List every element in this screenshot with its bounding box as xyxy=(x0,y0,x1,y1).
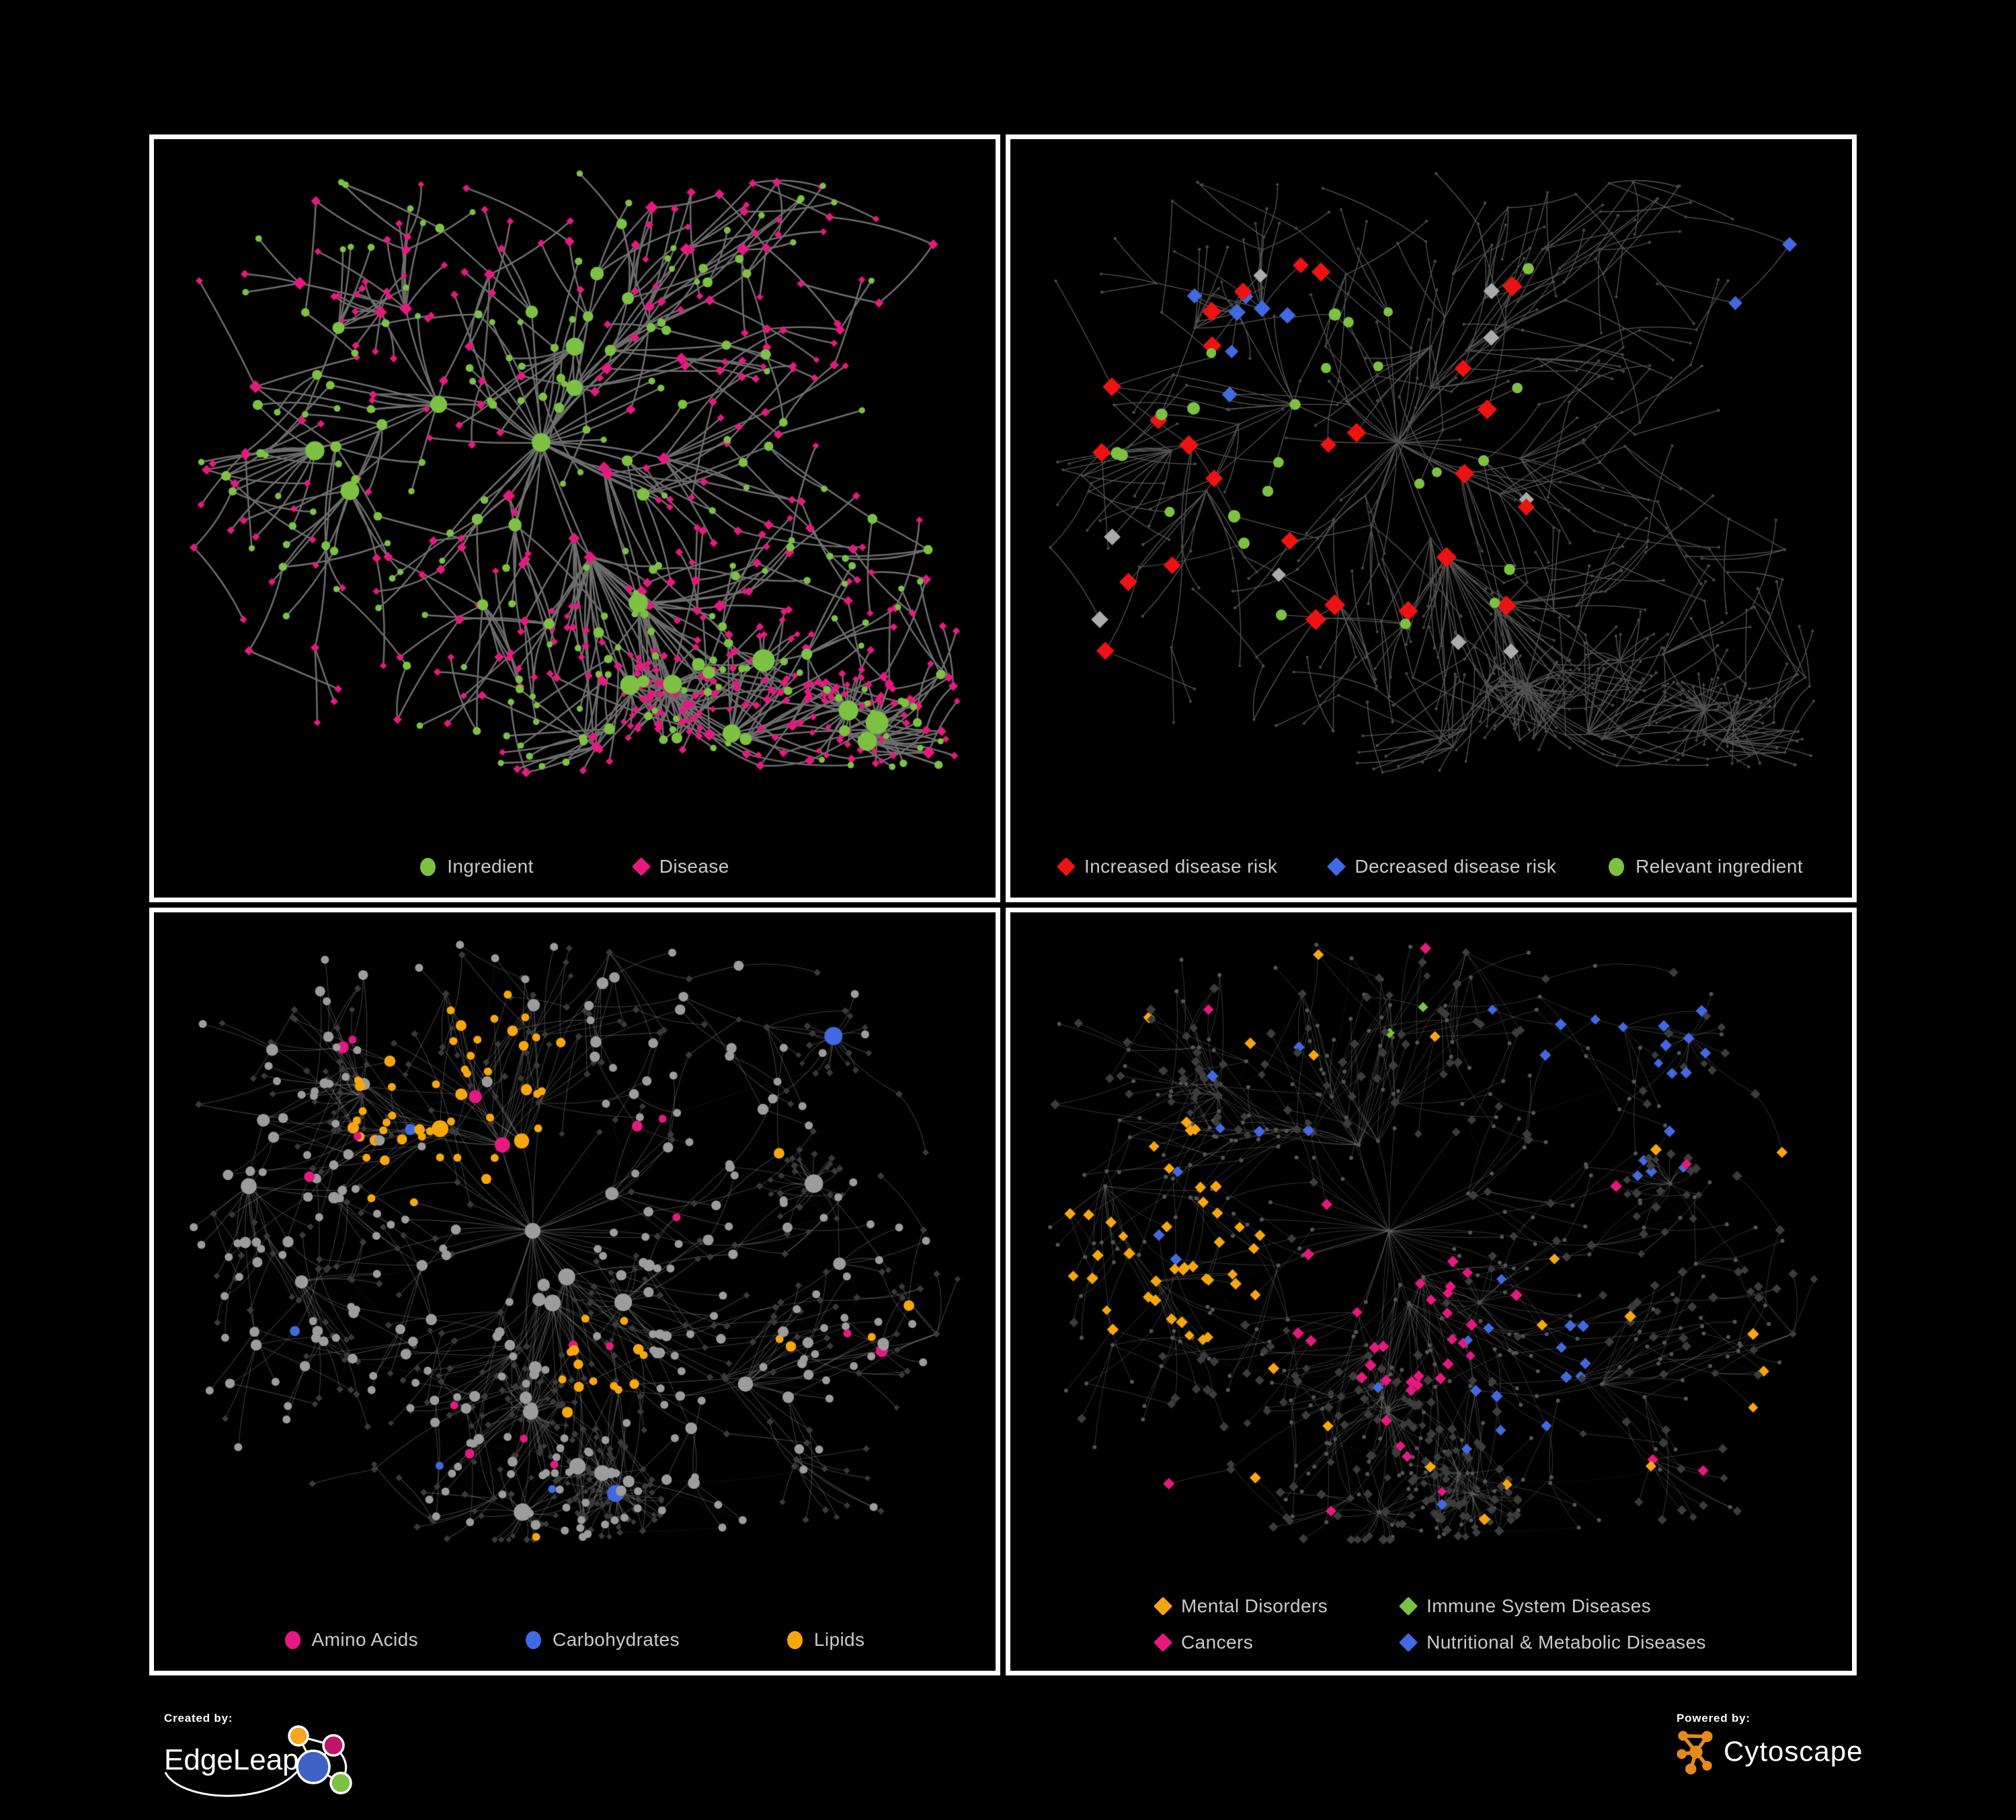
legend-item-cancers: Cancers xyxy=(1153,1632,1254,1653)
cytoscape-logo-icon xyxy=(1677,1731,1713,1775)
legend-item-amino-acids: Amino Acids xyxy=(284,1629,419,1651)
network-disease-classes xyxy=(1010,912,1852,1671)
panel-disease-classes: Mental Disorders Immune System Diseases … xyxy=(1006,908,1857,1675)
cytoscape-logo: Cytoscape xyxy=(1677,1728,1863,1775)
legend-item-ingredient: Ingredient xyxy=(420,856,534,877)
nutritional-metabolic-diseases-marker-icon xyxy=(1398,1632,1418,1653)
ingredient-marker-icon xyxy=(420,857,436,876)
legend-item-lipids: Lipids xyxy=(787,1629,865,1651)
decreased-risk-marker-icon xyxy=(1327,857,1346,877)
legend-label: Relevant ingredient xyxy=(1636,856,1804,877)
legend-item-carbohydrates: Carbohydrates xyxy=(526,1629,680,1651)
edgeleap-wordmark: EdgeLeap xyxy=(164,1743,299,1776)
legend-label: Mental Disorders xyxy=(1181,1595,1328,1616)
legend-ingredient-disease: Ingredient Disease xyxy=(154,856,996,877)
disease-marker-icon xyxy=(631,857,651,877)
panel-nutrient-classes: Amino Acids Carbohydrates Lipids xyxy=(149,908,1000,1675)
network-nutrient-classes xyxy=(154,912,996,1671)
edgeleap-logo: EdgeLeap xyxy=(164,1725,366,1803)
legend-item-nutritional-metabolic-diseases: Nutritional & Metabolic Diseases xyxy=(1398,1632,1706,1653)
legend-label: Cancers xyxy=(1181,1632,1254,1653)
legend-item-disease: Disease xyxy=(631,856,729,877)
legend-label: Amino Acids xyxy=(311,1629,419,1650)
amino-acids-marker-icon xyxy=(284,1630,300,1649)
network-disease-risk xyxy=(1010,139,1852,898)
relevant-ingredient-marker-icon xyxy=(1609,857,1625,876)
legend-label: Increased disease risk xyxy=(1084,856,1278,877)
cytoscape-credit: Powered by: xyxy=(1677,1712,1863,1775)
carbohydrates-marker-icon xyxy=(526,1630,542,1649)
network-ingredient-disease xyxy=(154,139,996,898)
legend-disease-classes: Mental Disorders Immune System Diseases … xyxy=(1153,1595,1706,1653)
panel-grid: Ingredient Disease Increased disease ris… xyxy=(149,134,1857,1675)
legend-label: Carbohydrates xyxy=(553,1629,680,1650)
powered-by-label: Powered by: xyxy=(1677,1712,1750,1725)
immune-system-diseases-marker-icon xyxy=(1398,1596,1418,1616)
panel-ingredient-disease: Ingredient Disease xyxy=(149,134,1000,902)
mental-disorders-marker-icon xyxy=(1153,1596,1173,1616)
edgeleap-credit: Created by: EdgeLeap xyxy=(164,1712,366,1803)
legend-label: Lipids xyxy=(813,1629,865,1650)
legend-label: Nutritional & Metabolic Diseases xyxy=(1426,1632,1706,1653)
cancers-marker-icon xyxy=(1153,1632,1173,1653)
legend-label: Disease xyxy=(659,856,729,877)
legend-item-decreased-risk: Decreased disease risk xyxy=(1327,856,1557,877)
edgeleap-logo-icon: EdgeLeap xyxy=(164,1725,352,1797)
increased-risk-marker-icon xyxy=(1056,857,1076,877)
legend-label: Immune System Diseases xyxy=(1426,1595,1652,1616)
legend-label: Decreased disease risk xyxy=(1355,856,1557,877)
panel-disease-risk: Increased disease risk Decreased disease… xyxy=(1006,134,1857,902)
legend-item-increased-risk: Increased disease risk xyxy=(1056,856,1278,877)
created-by-label: Created by: xyxy=(164,1712,233,1725)
legend-nutrient-classes: Amino Acids Carbohydrates Lipids xyxy=(154,1629,996,1651)
legend-item-immune-system-diseases: Immune System Diseases xyxy=(1398,1595,1652,1617)
legend-item-relevant-ingredient: Relevant ingredient xyxy=(1609,856,1803,877)
cytoscape-wordmark: Cytoscape xyxy=(1724,1735,1863,1767)
lipids-marker-icon xyxy=(787,1630,803,1649)
legend-item-mental-disorders: Mental Disorders xyxy=(1153,1595,1328,1617)
legend-disease-risk: Increased disease risk Decreased disease… xyxy=(1010,856,1852,877)
legend-label: Ingredient xyxy=(447,856,534,877)
